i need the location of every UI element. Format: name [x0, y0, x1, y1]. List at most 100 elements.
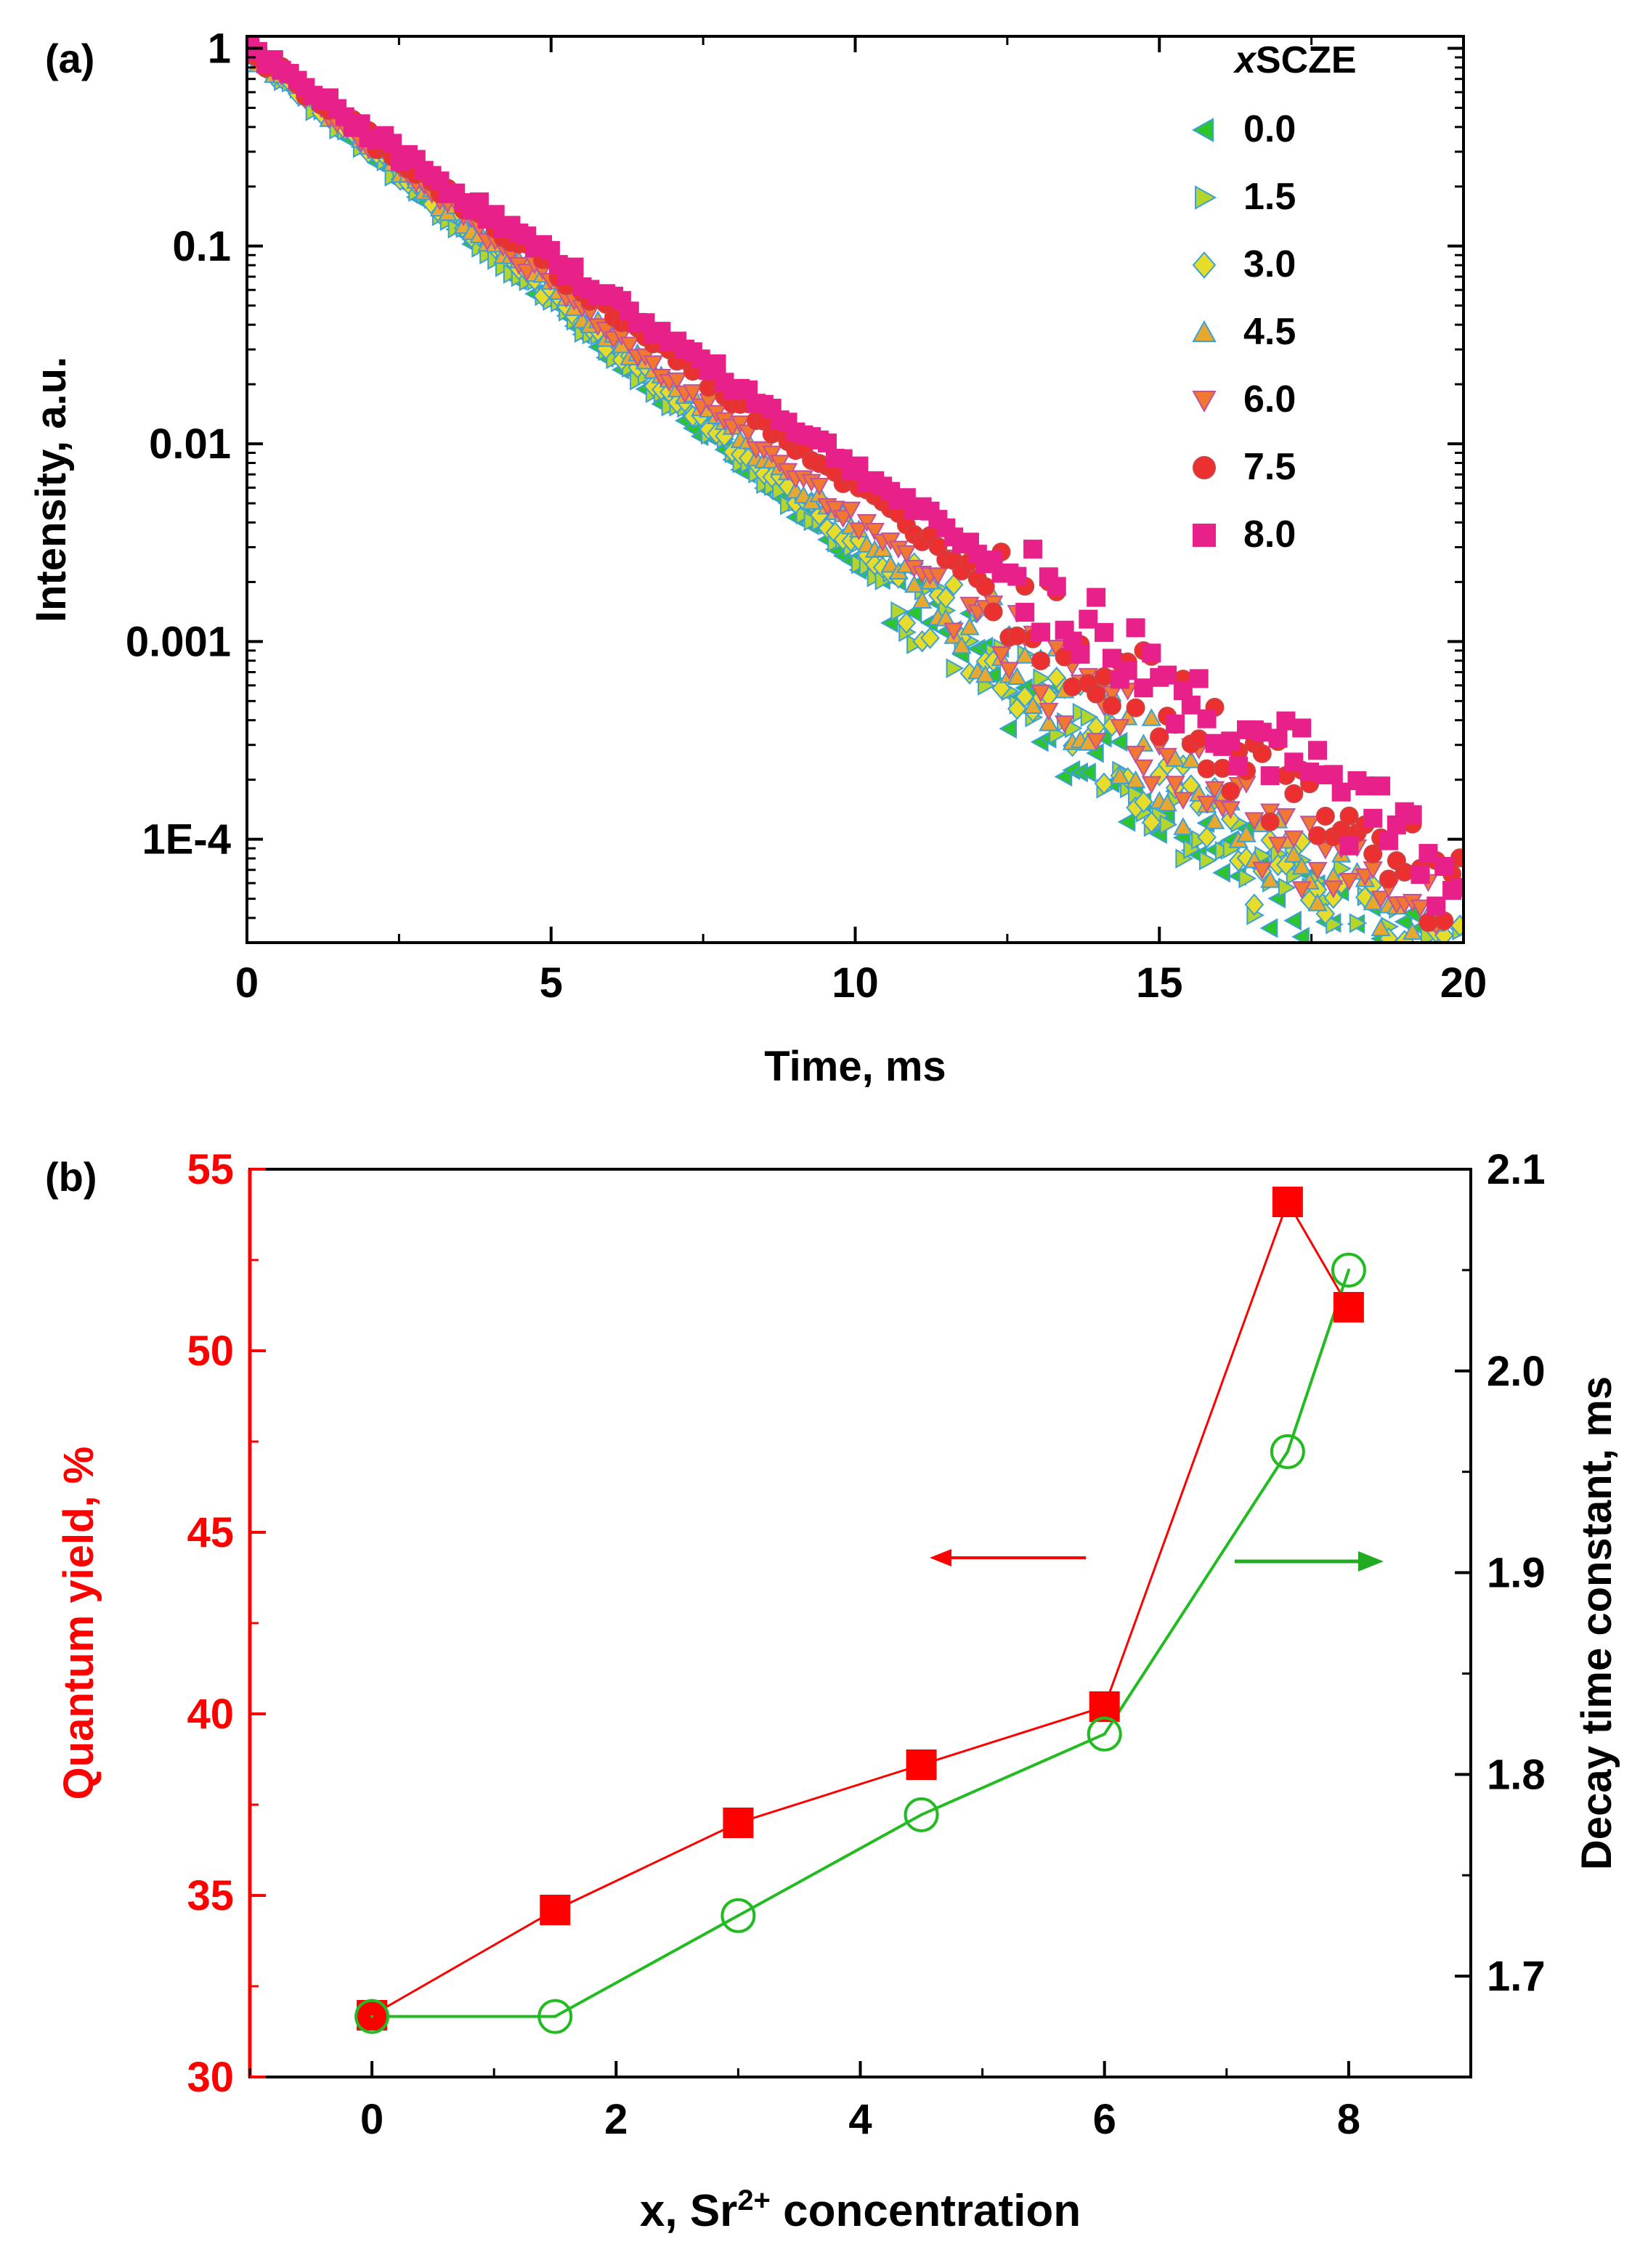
data-point	[1204, 781, 1225, 800]
panel-a-x-axis-label: Time, ms	[764, 1043, 946, 1090]
panel-a-legend: xSCZE 0.0 1.5 3.0 4.5 6.0 7.5 8.0	[1191, 39, 1357, 556]
data-point	[1349, 913, 1368, 933]
data-point	[1229, 756, 1249, 776]
data-point	[951, 635, 972, 654]
data-point	[975, 664, 996, 683]
legend-marker	[1193, 524, 1216, 547]
panel-a-axes: 0 5 10 15 20 1 0.1 0.01 0.001 1E-4	[126, 25, 1487, 1007]
panel-b: (b) 0 2 4 6 8 30 35 40 45 50 55 1.7 1.8 1.9 2.0 2.1 x, …	[45, 1146, 1620, 2236]
legend-title-text: SCZE	[1256, 39, 1357, 81]
quantum-yield-point	[540, 1895, 571, 1925]
data-point	[927, 567, 949, 586]
data-point	[1157, 747, 1177, 766]
data-point	[1275, 808, 1296, 826]
data-point	[1283, 830, 1304, 849]
data-point	[1197, 759, 1217, 779]
data-point	[1063, 677, 1082, 696]
data-point	[1221, 731, 1241, 751]
decay-time-point	[537, 1999, 573, 2034]
data-point	[912, 590, 933, 609]
data-point	[896, 611, 917, 635]
left-y-tick-label: 45	[187, 1509, 234, 1556]
x-tick-label: 8	[1337, 2096, 1360, 2143]
decay-time-point-center	[1103, 1732, 1106, 1736]
decay-time-point-center	[920, 1813, 923, 1816]
decay-time-point	[721, 1898, 756, 1933]
data-point	[1055, 647, 1074, 667]
data-point	[1371, 890, 1391, 909]
data-point	[1259, 803, 1280, 822]
decay-time-point-center	[736, 1914, 740, 1917]
left-y-tick-label: 30	[187, 2054, 234, 2101]
legend-label: 1.5	[1243, 176, 1296, 218]
x-tick-label: 6	[1093, 2096, 1116, 2143]
panel-b-left-y-axis-label: Quantum yield, %	[55, 1447, 102, 1800]
data-point	[1450, 878, 1464, 898]
panel-b-label: (b)	[45, 1154, 97, 1200]
data-point	[1173, 817, 1193, 835]
y-tick-label: 0.001	[126, 618, 231, 665]
data-point	[809, 478, 829, 496]
quantum-yield-point	[1333, 1292, 1364, 1322]
data-point	[1371, 776, 1391, 796]
panel-a: (a) 0 5 10 15 20 1 0.1 0.01 0.001 1E-4 Time, ms I…	[28, 25, 1487, 1090]
data-point	[1015, 686, 1035, 708]
data-point	[1166, 714, 1185, 733]
data-point	[991, 677, 1011, 699]
decay-time-point	[1331, 1252, 1366, 1288]
legend-marker	[1195, 185, 1217, 210]
data-point	[1283, 845, 1304, 863]
data-point	[1189, 729, 1209, 749]
data-point	[1220, 801, 1241, 819]
data-point	[383, 134, 402, 153]
data-point	[1197, 709, 1217, 728]
y-tick-label: 0.1	[172, 223, 231, 270]
data-point	[1196, 795, 1217, 814]
x-tick-label: 0	[235, 959, 259, 1007]
left-y-tick-label: 35	[187, 1872, 234, 1919]
panel-b-series	[354, 1187, 1366, 2034]
decay-time-point	[354, 1999, 390, 2034]
data-point	[1307, 861, 1328, 880]
data-point	[1142, 643, 1161, 663]
data-point	[1133, 759, 1154, 778]
x-tick-label: 15	[1136, 959, 1183, 1007]
data-point	[1079, 609, 1098, 629]
left-y-tick-label: 50	[187, 1328, 234, 1375]
panel-b-axes: 0 2 4 6 8 30 35 40 45 50 55 1.7 1.8 1.9 2.0 2.1	[187, 1146, 1545, 2143]
data-point	[1071, 644, 1090, 664]
x-tick-label: 0	[360, 2096, 383, 2143]
panel-b-x-axis-label: x, Sr2+ concentration	[640, 2184, 1081, 2236]
data-point	[643, 355, 664, 374]
data-point	[1284, 752, 1304, 772]
legend-title: xSCZE	[1233, 39, 1357, 81]
data-point	[1015, 646, 1035, 664]
data-point	[1315, 806, 1335, 826]
quantum-yield-point	[906, 1749, 937, 1780]
data-point	[469, 192, 489, 211]
data-point	[1315, 841, 1336, 860]
data-point	[1355, 776, 1375, 796]
panel-b-plot-frame	[248, 1168, 1472, 2078]
data-point	[1292, 718, 1312, 738]
data-point	[1197, 826, 1217, 849]
right-y-tick-label: 1.7	[1487, 1953, 1546, 2000]
data-point	[1031, 684, 1051, 703]
legend-label: 4.5	[1243, 311, 1296, 353]
data-point	[1363, 844, 1383, 863]
data-point	[1291, 881, 1312, 899]
data-point	[880, 554, 901, 573]
data-point	[1220, 808, 1241, 831]
data-point	[1252, 744, 1272, 763]
data-point	[1244, 893, 1265, 916]
data-point	[999, 662, 1020, 680]
data-point	[935, 586, 956, 609]
x-label-suffix: concentration	[771, 2186, 1081, 2236]
data-point	[833, 510, 853, 528]
data-point	[1126, 698, 1145, 718]
data-point	[856, 514, 877, 532]
data-point	[1054, 715, 1075, 733]
data-point	[1379, 831, 1398, 850]
data-point	[1300, 763, 1320, 782]
decay-time-point	[1270, 1434, 1305, 1469]
